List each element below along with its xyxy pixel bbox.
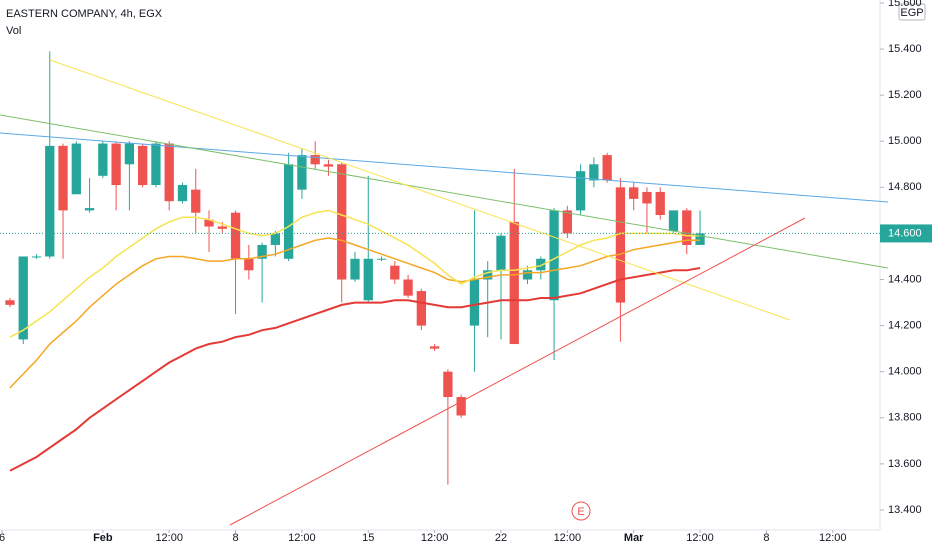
x-tick-label: Feb	[93, 532, 113, 544]
y-tick-label: 14.400	[888, 273, 922, 285]
last-price-box	[880, 224, 932, 243]
candle-body	[682, 210, 692, 245]
candle-body	[376, 258, 387, 260]
currency-badge	[898, 3, 926, 21]
candle-body	[217, 226, 227, 229]
candle-body	[111, 143, 121, 186]
candle-body	[562, 210, 572, 234]
candle-body	[575, 171, 586, 211]
x-tick-label: 12:00	[288, 532, 316, 544]
y-tick-label: 13.600	[888, 458, 922, 470]
candle-body	[257, 244, 267, 259]
candle-body	[71, 143, 81, 195]
candle-body	[429, 346, 440, 349]
candle-body	[124, 143, 135, 165]
candle-body	[98, 143, 108, 176]
y-tick-label: 15.400	[888, 43, 922, 55]
candle-body	[509, 221, 519, 345]
candle-body	[416, 291, 426, 326]
trend-line	[0, 132, 889, 203]
moving-average	[9, 237, 700, 389]
last-price-label: 14.600	[888, 227, 922, 239]
candle-body	[138, 145, 148, 186]
moving-average	[9, 267, 701, 472]
candle-body	[191, 189, 201, 213]
candle-body	[230, 212, 241, 259]
candle-body	[363, 258, 373, 301]
candle-body	[602, 155, 612, 181]
y-tick-label: 14.000	[888, 366, 922, 378]
candle-body	[695, 233, 705, 245]
trend-lines	[0, 59, 889, 526]
candle-body	[45, 145, 55, 257]
x-tick-label: 8	[232, 532, 238, 544]
y-tick-label: 15.600	[888, 0, 922, 9]
candle-body	[337, 164, 347, 280]
currency: EGP	[900, 7, 923, 19]
x-tick-label: 8	[763, 532, 769, 544]
candle-body	[536, 258, 546, 271]
trend-line	[0, 114, 889, 269]
candle-body	[629, 187, 639, 199]
candle-body	[469, 279, 480, 326]
candle-body	[589, 164, 599, 181]
x-tick-label: 6	[0, 532, 5, 544]
y-tick-label: 15.000	[888, 135, 922, 147]
candle-body	[496, 235, 506, 271]
candle-body	[31, 256, 42, 258]
candle-body	[164, 143, 174, 202]
x-tick-label: 12:00	[155, 532, 183, 544]
y-tick-label: 13.800	[888, 412, 922, 424]
x-tick-label: 12:00	[554, 532, 582, 544]
y-tick-label: 13.400	[888, 504, 922, 516]
event-marker[interactable]	[571, 501, 591, 521]
candle-body	[310, 155, 320, 165]
x-tick-label: Mar	[624, 532, 644, 544]
candle-body	[443, 371, 453, 398]
candle-body	[244, 258, 254, 271]
x-tick-label: 12:00	[819, 532, 847, 544]
x-tick-label: 12:00	[421, 532, 449, 544]
candle-body	[84, 208, 95, 211]
x-tick-label: 12:00	[686, 532, 714, 544]
candle-body	[403, 279, 413, 296]
trend-line	[229, 217, 806, 526]
candle-body	[655, 191, 665, 215]
x-tick-label: 15	[362, 532, 374, 544]
candle-body	[151, 143, 161, 186]
plot	[5, 51, 705, 485]
candle-body	[668, 210, 679, 232]
y-tick-label: 14.800	[888, 181, 922, 193]
moving-average	[9, 209, 700, 338]
candle-body	[283, 164, 294, 259]
candle-body	[642, 191, 652, 204]
candle-body	[456, 397, 466, 416]
candle-body	[270, 233, 281, 245]
y-tick-label: 14.200	[888, 320, 922, 332]
indicator-label: Vol	[6, 25, 21, 37]
trend-line	[49, 59, 791, 321]
candle-body	[323, 164, 334, 167]
candle-body	[5, 300, 15, 305]
chart-title: EASTERN COMPANY, 4h, EGX	[6, 8, 163, 20]
candle-body	[58, 145, 68, 211]
candle-body	[204, 219, 214, 227]
candle-body	[297, 155, 307, 190]
candle-body	[390, 265, 400, 280]
y-tick-label: 15.200	[888, 89, 922, 101]
candle-body	[483, 270, 493, 280]
candle-body	[18, 256, 28, 340]
candle-body	[549, 210, 559, 301]
candle-body	[522, 270, 533, 280]
x-tick-label: 22	[495, 532, 507, 544]
event-marker-label[interactable]: E	[577, 506, 584, 518]
candle-body	[177, 185, 188, 202]
candle-body	[615, 187, 626, 303]
candle-body	[350, 258, 360, 280]
